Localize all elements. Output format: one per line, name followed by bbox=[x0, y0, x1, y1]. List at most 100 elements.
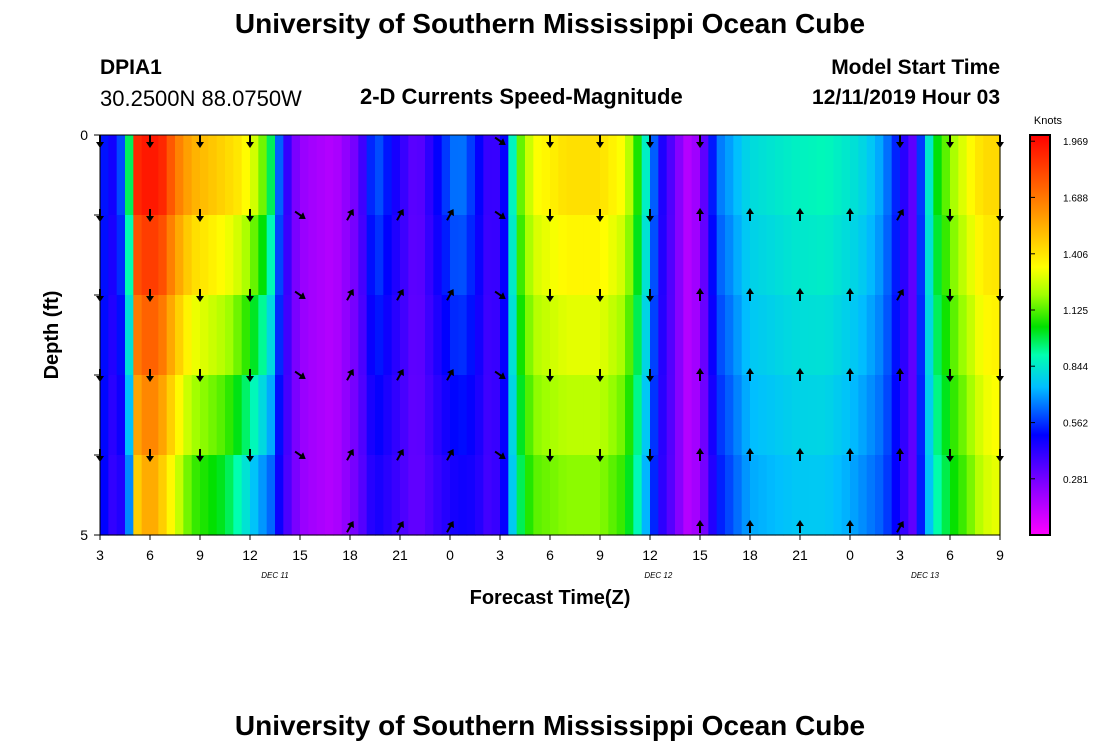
heatmap-cell bbox=[791, 375, 801, 456]
heatmap-cell bbox=[616, 375, 626, 456]
heatmap-cell bbox=[700, 215, 709, 296]
heatmap-cell bbox=[950, 455, 959, 536]
heatmap-cell bbox=[816, 375, 826, 456]
model-start-label: Model Start Time bbox=[831, 56, 1000, 79]
arrow-head bbox=[546, 142, 554, 148]
direction-arrow bbox=[146, 289, 154, 302]
heatmap-cell bbox=[941, 455, 951, 536]
heatmap-cell bbox=[450, 215, 459, 296]
heatmap-cell bbox=[183, 455, 193, 536]
heatmap-cell bbox=[841, 215, 851, 296]
heatmap-cell bbox=[433, 375, 443, 456]
heatmap-cell bbox=[250, 215, 259, 296]
heatmap-cell bbox=[891, 455, 901, 536]
heatmap-cell bbox=[441, 135, 451, 216]
direction-arrow bbox=[946, 209, 954, 222]
heatmap-cell bbox=[541, 375, 551, 456]
heatmap-cell bbox=[166, 455, 176, 536]
heatmap-cell bbox=[683, 455, 693, 536]
heatmap-cell bbox=[766, 375, 776, 456]
heatmap-cell bbox=[108, 375, 118, 456]
heatmap-cell bbox=[600, 375, 609, 456]
y-axis-label: Depth (ft) bbox=[41, 291, 63, 380]
heatmap-cell bbox=[283, 135, 293, 216]
heatmap-cell bbox=[750, 135, 759, 216]
direction-arrow bbox=[696, 208, 704, 221]
heatmap-cell bbox=[341, 215, 351, 296]
heatmap-cell bbox=[416, 215, 426, 296]
arrow-head bbox=[246, 376, 254, 382]
heatmap-cell bbox=[425, 295, 434, 376]
heatmap-cell bbox=[941, 375, 951, 456]
heatmap-cell bbox=[875, 215, 884, 296]
arrow-head bbox=[546, 216, 554, 222]
x-tick-label: 3 bbox=[496, 547, 504, 563]
heatmap-cell bbox=[991, 215, 1001, 296]
heatmap-cell bbox=[591, 455, 601, 536]
arrow-head bbox=[596, 216, 604, 222]
heatmap-cell bbox=[608, 295, 618, 376]
heatmap-cell bbox=[291, 215, 301, 296]
heatmap-cell bbox=[858, 375, 868, 456]
heatmap-cell bbox=[350, 215, 359, 296]
heatmap-cell bbox=[341, 295, 351, 376]
heatmap-cell bbox=[491, 215, 501, 296]
heatmap-cell bbox=[908, 135, 918, 216]
heatmap-cell bbox=[850, 215, 859, 296]
heatmap-cell bbox=[225, 135, 234, 216]
heatmap-cell bbox=[925, 295, 934, 376]
heatmap-cell bbox=[241, 135, 251, 216]
arrow-head bbox=[347, 288, 354, 297]
direction-arrow bbox=[946, 135, 954, 148]
heatmap-cell bbox=[925, 215, 934, 296]
arrow-head bbox=[397, 368, 404, 377]
arrow-head bbox=[846, 208, 854, 214]
heatmap-cell bbox=[275, 135, 284, 216]
heatmap-cell bbox=[108, 455, 118, 536]
heatmap-cell bbox=[233, 455, 243, 536]
heatmap-cell bbox=[725, 295, 734, 376]
heatmap-cell bbox=[558, 135, 568, 216]
x-tick-label: 6 bbox=[146, 547, 154, 563]
heatmap-cell bbox=[466, 455, 476, 536]
direction-arrow bbox=[396, 448, 404, 461]
heatmap-cell bbox=[616, 295, 626, 376]
heatmap-cell bbox=[183, 295, 193, 376]
arrow-head bbox=[897, 208, 904, 217]
heatmap-cell bbox=[150, 455, 159, 536]
direction-arrow bbox=[796, 288, 804, 301]
heatmap-cell bbox=[150, 295, 159, 376]
heatmap-cell bbox=[300, 295, 309, 376]
heatmap-cell bbox=[366, 375, 376, 456]
heatmap-cell bbox=[208, 375, 218, 456]
heatmap-cell bbox=[350, 295, 359, 376]
x-axis-label: Forecast Time(Z) bbox=[470, 587, 631, 609]
station-id: DPIA1 bbox=[100, 56, 162, 79]
heatmap-cell bbox=[925, 455, 934, 536]
heatmap-cell bbox=[658, 215, 668, 296]
heatmap-cell bbox=[733, 375, 743, 456]
heatmap-cell bbox=[783, 295, 793, 376]
heatmap-cell bbox=[191, 135, 201, 216]
heatmap-cell bbox=[658, 295, 668, 376]
arrow-head bbox=[246, 456, 254, 462]
x-tick-label: 0 bbox=[446, 547, 454, 563]
heatmap-cell bbox=[600, 135, 609, 216]
heatmap-cell bbox=[991, 455, 1001, 536]
direction-arrow bbox=[896, 288, 904, 301]
heatmap-cell bbox=[900, 455, 909, 536]
arrow-head bbox=[298, 292, 306, 300]
heatmap-cell bbox=[983, 375, 993, 456]
arrow-head bbox=[646, 296, 654, 302]
heatmap-cell bbox=[208, 455, 218, 536]
arrow-head bbox=[796, 208, 804, 214]
direction-arrow bbox=[246, 449, 254, 462]
heatmap-cell bbox=[575, 135, 584, 216]
heatmap-cell bbox=[108, 135, 118, 216]
heatmap-cell bbox=[391, 135, 401, 216]
heatmap-cell bbox=[933, 215, 943, 296]
heatmap-cell bbox=[566, 455, 576, 536]
heatmap-cell bbox=[975, 295, 984, 376]
heatmap-cell bbox=[458, 375, 468, 456]
